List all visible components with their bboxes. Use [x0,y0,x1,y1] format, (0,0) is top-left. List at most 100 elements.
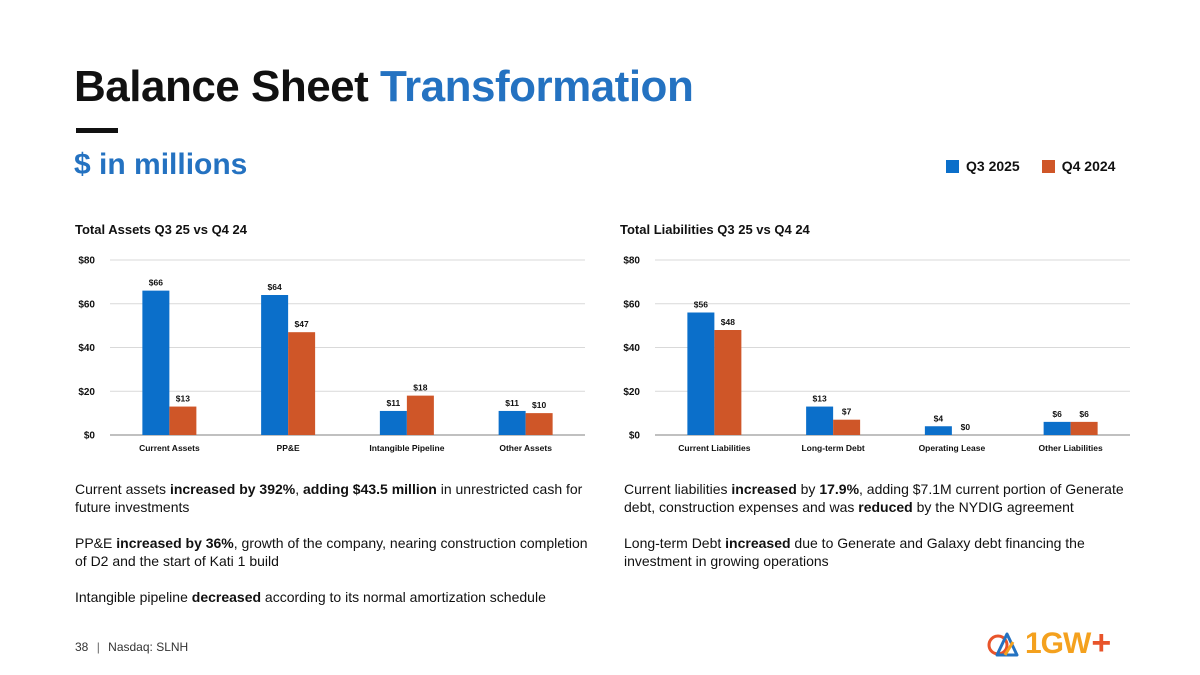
y-tick-label: $0 [629,431,641,442]
note-text: by the NYDIG agreement [912,499,1074,515]
data-label: $64 [268,282,282,292]
note-text: due to Generate and Galaxy debt financin… [624,535,1085,569]
note-text: Intangible pipeline [75,589,192,605]
note-emphasis: reduced [858,499,913,515]
bar-q4 [406,395,434,435]
data-label: $4 [934,413,944,423]
bar-q4 [525,413,553,435]
note-paragraph: Intangible pipeline decreased according … [75,588,595,606]
note-emphasis: 17.9% [819,481,860,497]
data-label: $18 [413,383,427,393]
data-label: $47 [295,319,309,329]
bar-q3 [261,295,289,435]
note-paragraph: Current liabilities increased by 17.9%, … [624,480,1144,516]
category-label: Other Assets [499,443,552,453]
data-label: $10 [532,400,546,410]
note-emphasis: increased by 392% [169,481,296,497]
footer-separator: | [96,640,100,654]
data-label: $0 [961,422,971,432]
company-logo: 1GW + [987,624,1111,663]
bar-q3 [687,312,715,435]
assets-bar-chart: $0 $20 $40 $60 $80 $66 $13 Current Assets $64 $47… [78,256,585,453]
category-label: PP&E [277,443,300,453]
liabilities-chart-title: Total Liabilities Q3 25 vs Q4 24 [620,222,810,237]
note-emphasis: increased [731,481,797,497]
data-label: $6 [1052,409,1062,419]
note-emphasis: increased [725,535,791,551]
footer: 38 | Nasdaq: SLNH [75,640,188,654]
note-emphasis: increased by 36% [116,535,234,551]
y-tick-label: $80 [78,256,95,267]
slide-title: Balance Sheet Transformation [74,62,694,112]
legend-label-q3: Q3 2025 [966,158,1020,174]
legend-item-q4: Q4 2024 [1041,158,1116,174]
bar-q3 [498,410,526,435]
note-paragraph: PP&E increased by 36%, growth of the com… [75,534,595,570]
note-text: by [796,481,820,497]
category-label: Operating Lease [919,443,986,453]
legend-label-q4: Q4 2024 [1061,158,1116,174]
y-tick-label: $40 [623,343,640,354]
title-accent: Transformation [380,62,694,111]
bar-q4 [1070,421,1098,435]
subtitle: $ in millions [74,148,248,181]
bar-q3 [1043,421,1071,435]
logo-text: 1GW [1025,626,1091,660]
data-label: $7 [842,407,852,417]
note-emphasis: adding $43.5 million [303,481,437,497]
solar-triangle-icon [987,632,1019,656]
y-tick-label: $60 [623,299,640,310]
bar-q4 [714,330,742,435]
bar-q3 [379,410,407,435]
category-label: Current Assets [139,443,200,453]
bar-q3 [142,290,170,435]
data-label: $13 [176,394,190,404]
page-number: 38 [75,640,89,654]
note-text: , adding $7.1M current portion of Genera… [624,481,1124,515]
category-label: Long-term Debt [801,443,864,453]
y-tick-label: $20 [623,387,640,398]
note-text: according to its normal amortization sch… [261,589,546,605]
data-label: $56 [694,300,708,310]
data-label: $11 [387,398,401,408]
ticker: Nasdaq: SLNH [108,640,189,654]
data-label: $6 [1079,409,1089,419]
data-label: $13 [813,394,827,404]
y-tick-label: $60 [78,299,95,310]
y-tick-label: $0 [84,431,96,442]
data-label: $11 [505,398,519,408]
y-tick-label: $20 [78,387,95,398]
legend-item-q3: Q3 2025 [946,158,1020,174]
data-label: $66 [149,278,163,288]
logo-plus: + [1091,624,1112,662]
category-label: Other Liabilities [1039,443,1104,453]
liabilities-bar-chart: $0 $20 $40 $60 $80 $56 $48 Current Liabilities $… [623,256,1130,453]
bar-q4 [833,419,861,435]
note-paragraph: Long-term Debt increased due to Generate… [624,534,1144,570]
note-text: Current assets [75,481,170,497]
assets-chart-title: Total Assets Q3 25 vs Q4 24 [75,222,247,237]
note-text: Current liabilities [624,481,732,497]
legend-swatch-q3 [946,159,959,173]
note-text: in unrestricted cash for future investme… [75,481,583,515]
assets-notes: Current assets increased by 392%, adding… [75,480,595,624]
bar-q4 [169,406,197,435]
note-text: PP&E [75,535,117,551]
data-label: $48 [721,317,735,327]
note-paragraph: Current assets increased by 392%, adding… [75,480,595,516]
title-underline [76,128,118,133]
bar-q3 [806,406,834,435]
legend-swatch-q4 [1041,159,1055,173]
note-emphasis: decreased [191,589,262,605]
y-tick-label: $80 [623,256,640,267]
category-label: Intangible Pipeline [369,443,444,453]
bar-q3 [924,426,952,435]
note-text: , growth of the company, nearing constru… [75,535,588,569]
y-tick-label: $40 [78,343,95,354]
bar-q4 [288,332,316,435]
title-main: Balance Sheet [74,62,369,111]
note-text: Long-term Debt [624,535,726,551]
category-label: Current Liabilities [678,443,751,453]
liabilities-notes: Current liabilities increased by 17.9%, … [624,480,1144,588]
note-text: , [295,481,304,497]
